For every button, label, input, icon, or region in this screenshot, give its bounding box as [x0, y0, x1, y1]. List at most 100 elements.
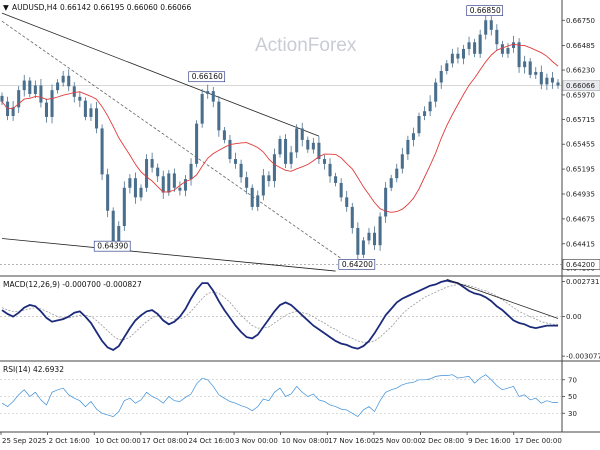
candle-body — [78, 96, 82, 101]
candle-body — [428, 101, 432, 112]
trendline-lower-channel — [1, 238, 336, 272]
candle-body — [489, 20, 493, 30]
price-labels: 0.66850 0.66160 0.64390 0.64200 — [93, 5, 504, 270]
price-tick-label: 0.64415 — [566, 240, 595, 248]
candle-body — [295, 128, 299, 153]
price-tick-label: 0.65195 — [566, 166, 595, 174]
candle-body — [139, 187, 143, 198]
candle-body — [206, 91, 210, 94]
rsi-tick-label: 70 — [568, 376, 577, 384]
candle-body — [106, 174, 110, 211]
candle-body — [506, 48, 510, 54]
price-tick-label: 0.65970 — [566, 91, 595, 99]
price-annotation: 0.66160 — [192, 72, 223, 81]
candle-body — [67, 75, 71, 87]
candle-body — [523, 61, 527, 68]
candle-body — [456, 53, 460, 59]
candle-body — [356, 227, 360, 255]
candle-body — [350, 206, 354, 228]
macd-panel: MACD(12,26,9) -0.000700 -0.000827 0.0027… — [0, 278, 600, 361]
time-tick-label: 17 Dec 00:00 — [515, 437, 562, 445]
candle-body — [445, 63, 449, 71]
candle-body — [473, 42, 477, 54]
candle-body — [256, 195, 260, 207]
rsi-label: RSI(14) 42.6932 — [3, 365, 64, 374]
price-tick-label: 0.66230 — [566, 67, 595, 75]
price-annotation-box — [188, 71, 226, 83]
time-axis: 25 Sep 2025 2 Oct 16:00 10 Oct 00:00 17 Oct… — [0, 432, 562, 445]
candle-body — [150, 159, 154, 168]
candles — [0, 13, 560, 262]
symbol-timeframe: AUDUSD,H4 — [12, 3, 57, 12]
candle-body — [122, 187, 126, 227]
candle-body — [406, 139, 410, 155]
candle-body — [178, 187, 182, 191]
candle-body — [423, 111, 427, 116]
candle-body — [167, 173, 171, 193]
candle-body — [133, 178, 137, 198]
candle-body — [517, 42, 521, 68]
candle-body — [145, 159, 149, 188]
candle-body — [556, 82, 560, 86]
candle-body — [94, 108, 99, 129]
candle-body — [272, 154, 276, 182]
macd-trendline — [446, 278, 559, 319]
candle-body — [300, 128, 304, 140]
candle-body — [61, 75, 65, 83]
time-tick-label: 9 Dec 16:00 — [468, 437, 511, 445]
candle-body — [117, 226, 121, 247]
time-tick-label: 17 Oct 08:00 — [142, 437, 188, 445]
candle-body — [311, 142, 315, 150]
candle-body — [278, 138, 282, 155]
time-tick-label: 2 Dec 08:00 — [421, 437, 464, 445]
candle-body — [228, 139, 232, 160]
time-tick-label: 3 Nov 00:00 — [235, 437, 278, 445]
candle-body — [195, 123, 199, 164]
macd-signal-line — [1, 283, 558, 343]
candle-body — [222, 130, 226, 140]
candle-body — [11, 107, 15, 116]
candle-body — [56, 82, 60, 91]
time-tick-label: 10 Oct 00:00 — [95, 437, 141, 445]
macd-axis: 0.002731 0.00 -0.003077 — [562, 278, 600, 361]
price-tick-label: 0.66485 — [566, 42, 595, 50]
trendline-dashed-diagonal — [1, 20, 353, 267]
trendline-upper-channel — [1, 12, 320, 137]
candle-body — [372, 232, 377, 246]
candle-body — [511, 42, 516, 49]
candle-body — [183, 179, 188, 191]
candle-body — [28, 80, 32, 94]
price-annotation-box — [338, 259, 376, 270]
low-price-label: 0.64200 — [566, 261, 595, 269]
candle-body — [545, 77, 549, 85]
dropdown-arrow-icon[interactable]: ▼ — [3, 3, 9, 12]
watermark: ActionForex — [255, 35, 357, 56]
candle-body — [395, 168, 399, 179]
candle-body — [239, 163, 243, 178]
rsi-line — [1, 374, 558, 418]
price-tick-label: 0.64935 — [566, 190, 595, 198]
candle-body — [539, 71, 543, 85]
time-tick-label: 24 Oct 16:00 — [188, 437, 234, 445]
macd-tick-label: 0.00 — [566, 313, 582, 321]
candle-body — [378, 216, 382, 246]
macd-label: MACD(12,26,9) -0.000700 -0.000827 — [3, 280, 142, 289]
price-tick-label: 0.65715 — [566, 116, 595, 124]
candle-body — [322, 159, 327, 164]
candle-body — [172, 173, 176, 188]
candle-body — [250, 187, 254, 207]
candle-body — [411, 133, 415, 140]
price-tick-label: 0.66750 — [566, 17, 595, 25]
price-annotation-box — [466, 5, 504, 16]
candle-body — [100, 128, 104, 175]
candle-body — [500, 44, 504, 54]
macd-tick-label: 0.002731 — [566, 278, 599, 286]
time-tick-label: 25 Nov 00:00 — [375, 437, 422, 445]
candle-body — [161, 176, 165, 193]
candle-body — [83, 100, 87, 117]
candle-body — [128, 178, 132, 188]
ohlc-values: 0.66142 0.66195 0.66060 0.66066 — [60, 3, 191, 12]
candle-body — [384, 187, 388, 217]
candle-body — [306, 139, 310, 150]
